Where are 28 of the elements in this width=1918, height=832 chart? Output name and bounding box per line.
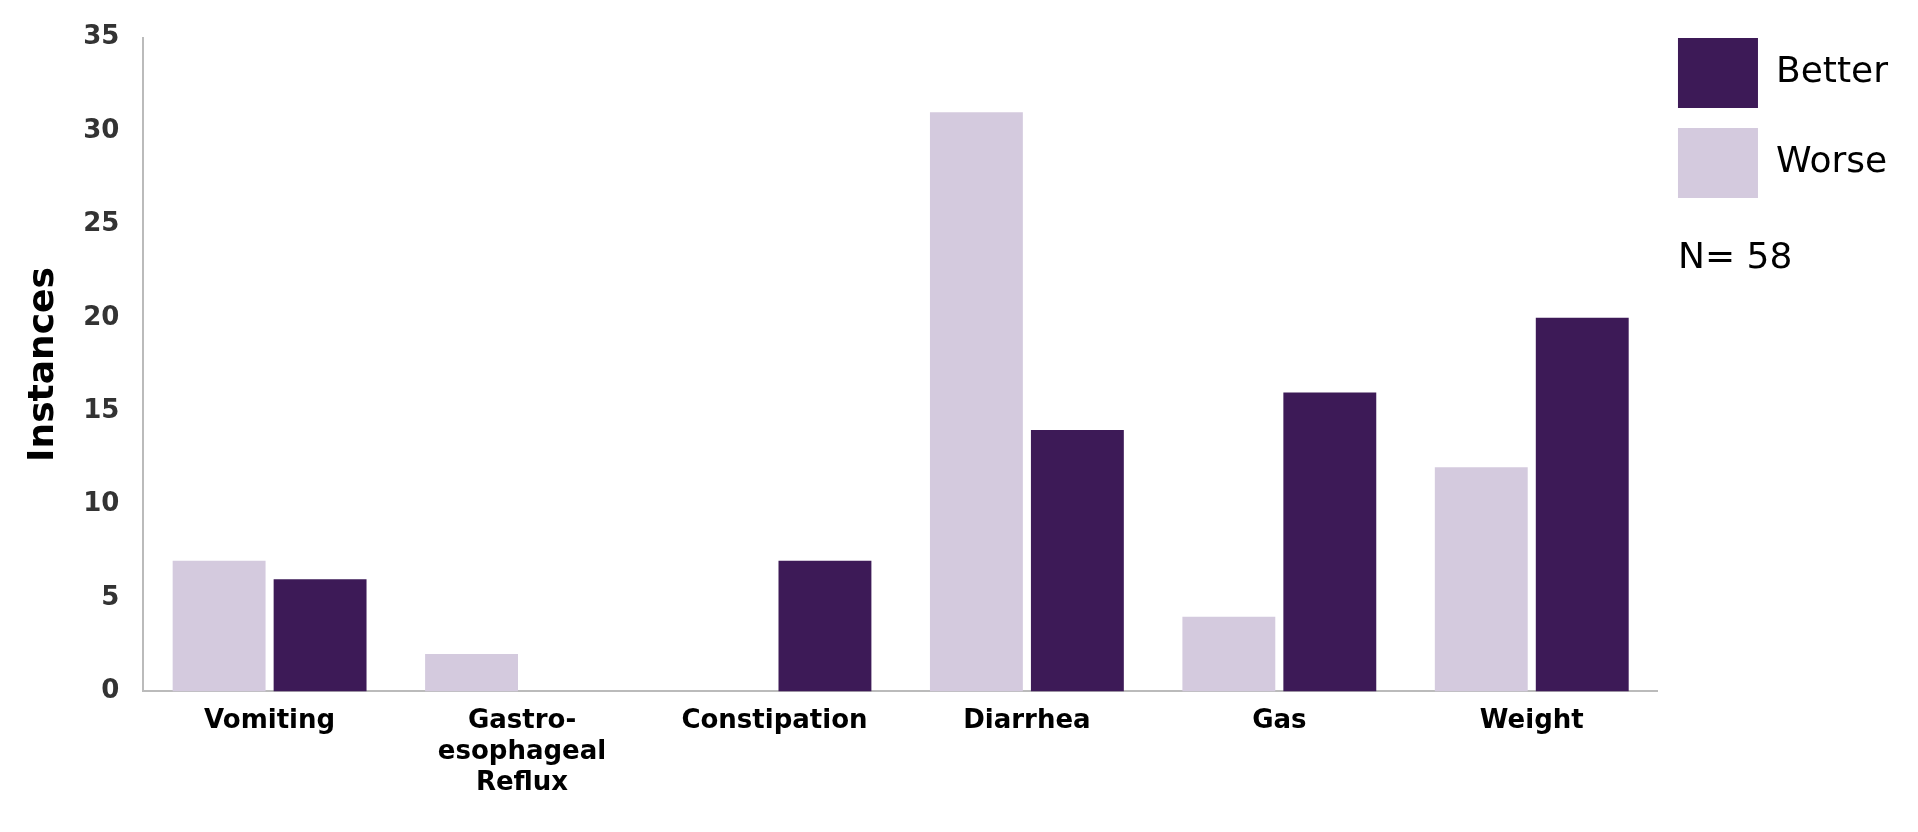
bar (1535, 317, 1629, 692)
legend-label: Better (1775, 49, 1889, 91)
legend-label: Worse (1775, 139, 1888, 181)
y-axis-title: Instances (19, 267, 61, 462)
bar (1283, 392, 1377, 692)
bar (929, 112, 1023, 692)
bar (1434, 467, 1528, 692)
text: N= 58 (1677, 235, 1793, 276)
y-tick-label: 0 (101, 674, 120, 705)
y-tick-label: 35 (83, 20, 120, 51)
y-tick-label: 10 (83, 487, 120, 518)
x-tick-label: Vomiting (204, 703, 336, 734)
y-tick-label: 25 (83, 207, 120, 238)
bar (778, 560, 872, 692)
y-tick-label: 15 (83, 393, 120, 424)
y-tick-label: 5 (101, 580, 120, 611)
bar (425, 654, 518, 692)
x-tick-label: Gastro-esophageal Reflux (437, 703, 607, 797)
bar (1182, 616, 1276, 692)
x-tick-label: Weight (1479, 703, 1584, 734)
y-tick-label: 30 (83, 113, 120, 144)
y-tick-label: 20 (83, 300, 120, 331)
x-tick-label: Gas (1252, 703, 1307, 734)
bar (1030, 429, 1124, 692)
x-tick-label: Diarrhea (963, 703, 1091, 734)
bar (172, 560, 266, 692)
x-tick-label: Constipation (681, 703, 868, 734)
bar (273, 579, 367, 692)
